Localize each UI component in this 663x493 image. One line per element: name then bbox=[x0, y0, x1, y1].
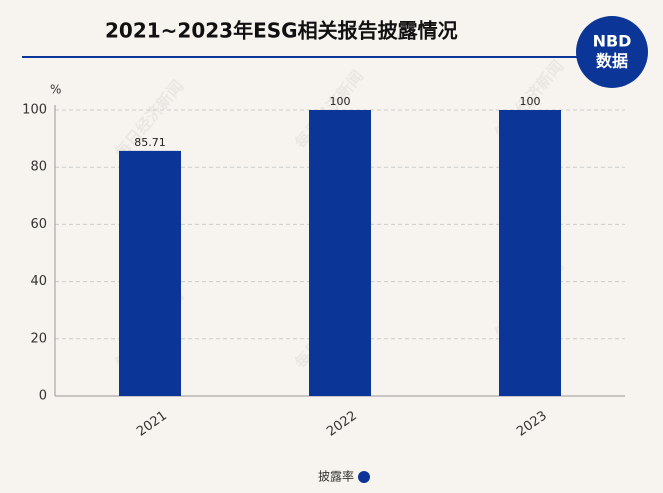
bar bbox=[119, 150, 181, 396]
value-label: 85.71 bbox=[134, 136, 166, 149]
logo-badge bbox=[576, 16, 648, 88]
y-tick-label: 60 bbox=[30, 217, 47, 232]
value-label: 100 bbox=[520, 95, 541, 108]
x-tick-label: 2023 bbox=[514, 408, 550, 439]
y-tick-label: 100 bbox=[22, 103, 47, 118]
y-tick-label: 40 bbox=[30, 274, 47, 289]
value-label: 100 bbox=[330, 95, 351, 108]
y-unit: % bbox=[50, 83, 61, 97]
watermark: 每日经济新闻 bbox=[111, 76, 187, 162]
logo-text: NBD bbox=[593, 32, 632, 51]
bar bbox=[309, 110, 371, 396]
y-tick-label: 0 bbox=[39, 389, 47, 404]
legend-label: 披露率 bbox=[318, 469, 354, 484]
chart-title: 2021~2023年ESG相关报告披露情况 bbox=[105, 19, 458, 43]
y-tick-label: 80 bbox=[30, 160, 47, 175]
x-tick-label: 2022 bbox=[324, 408, 360, 439]
x-tick-label: 2021 bbox=[134, 408, 170, 439]
logo-subtext: 数据 bbox=[596, 52, 628, 71]
bar bbox=[499, 110, 561, 396]
y-tick-label: 20 bbox=[30, 331, 47, 346]
legend-marker bbox=[358, 471, 370, 483]
